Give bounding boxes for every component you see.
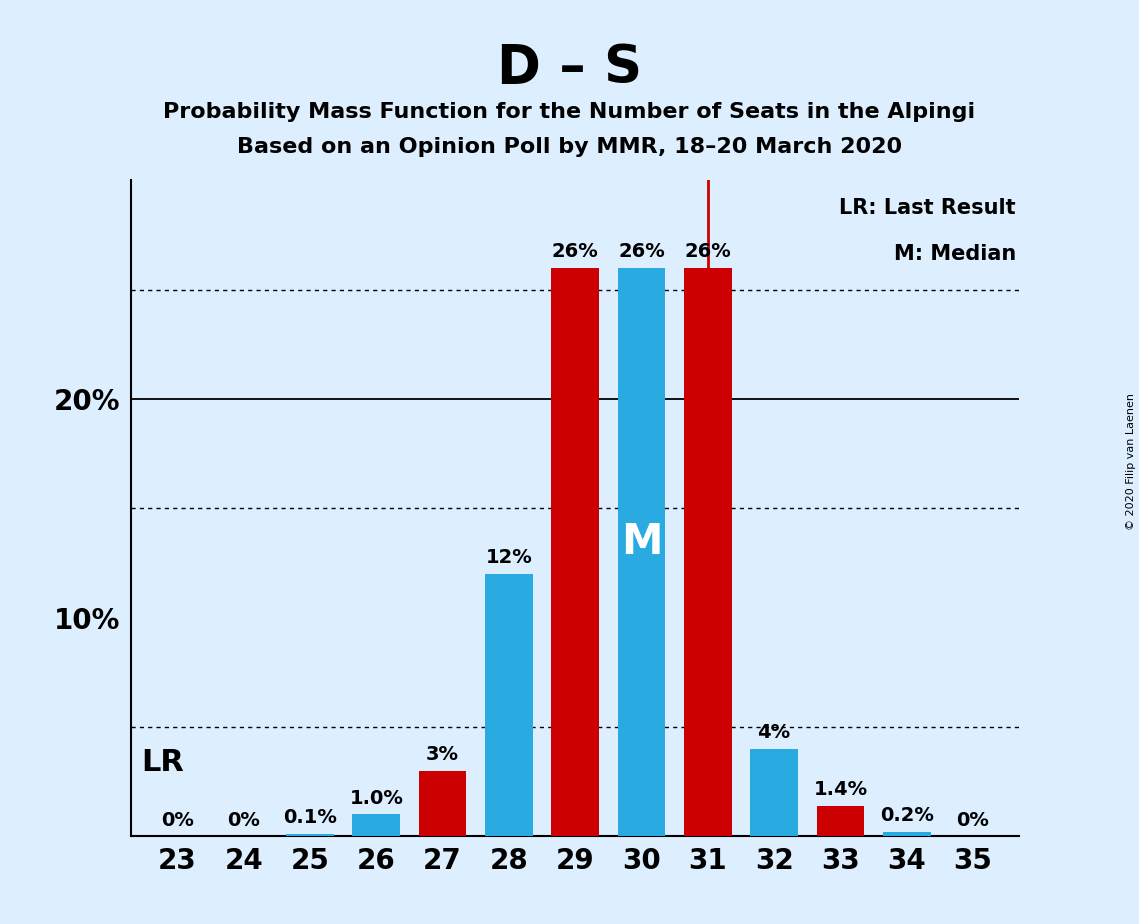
Bar (419, 771, 467, 836)
Bar (485, 574, 533, 836)
Bar (883, 832, 931, 836)
Text: M: Median: M: Median (894, 244, 1016, 263)
Bar (551, 268, 599, 836)
Text: 0%: 0% (957, 810, 990, 830)
Text: LR: Last Result: LR: Last Result (839, 198, 1016, 218)
Text: 26%: 26% (618, 242, 665, 261)
Text: 4%: 4% (757, 723, 790, 742)
Text: 1.4%: 1.4% (813, 780, 868, 799)
Text: M: M (621, 521, 662, 563)
Text: 1.0%: 1.0% (350, 789, 403, 808)
Bar (617, 268, 665, 836)
Text: 12%: 12% (485, 548, 532, 567)
Text: 0.2%: 0.2% (879, 807, 934, 825)
Text: Probability Mass Function for the Number of Seats in the Alpingi: Probability Mass Function for the Number… (163, 102, 976, 122)
Text: © 2020 Filip van Laenen: © 2020 Filip van Laenen (1126, 394, 1136, 530)
Text: LR: LR (141, 748, 183, 777)
Text: 26%: 26% (685, 242, 731, 261)
Text: 0%: 0% (228, 810, 260, 830)
Bar (352, 814, 400, 836)
Text: 26%: 26% (551, 242, 599, 261)
Bar (751, 748, 798, 836)
Text: Based on an Opinion Poll by MMR, 18–20 March 2020: Based on an Opinion Poll by MMR, 18–20 M… (237, 137, 902, 157)
Bar (683, 268, 731, 836)
Text: 0.1%: 0.1% (284, 808, 337, 828)
Bar (817, 806, 865, 836)
Text: 3%: 3% (426, 745, 459, 764)
Text: 0%: 0% (161, 810, 194, 830)
Text: D – S: D – S (497, 42, 642, 93)
Bar (286, 834, 334, 836)
